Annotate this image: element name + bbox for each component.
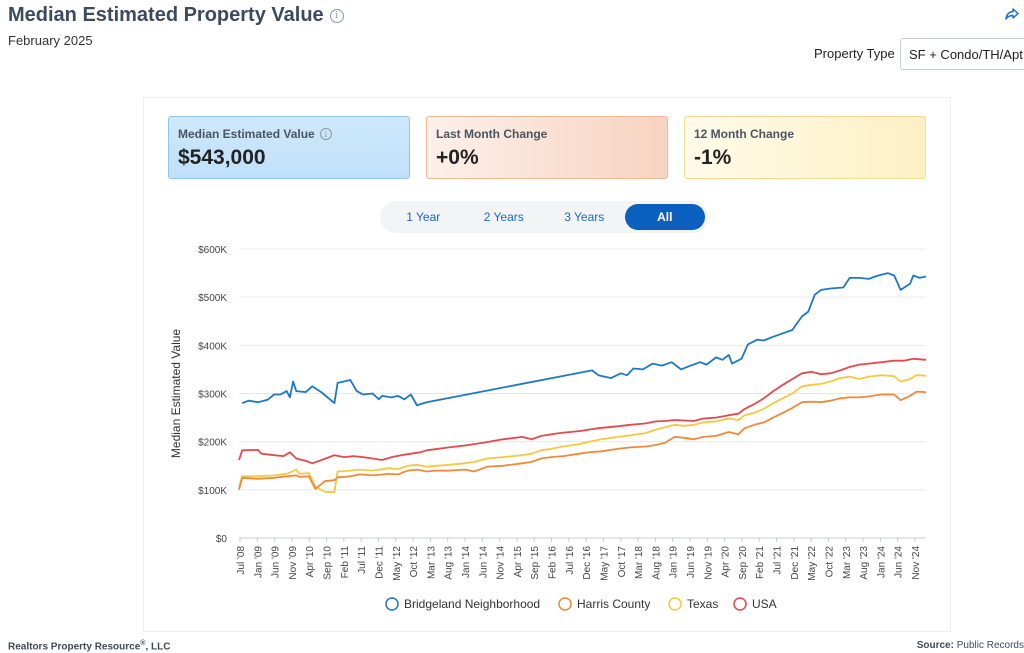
median-value-label-row: Median Estimated Value i [178,127,400,141]
x-tick-label: Oct '22 [824,546,835,578]
median-info-icon[interactable]: i [319,128,332,140]
median-value-card: Median Estimated Value i $543,000 [168,116,410,179]
legend-label: Texas [687,597,718,611]
x-tick-label: Jan '09 [253,546,264,578]
registered-mark: ® [140,640,146,647]
x-tick-label: Mar '23 [842,546,853,579]
y-tick-label: $100K [198,486,227,497]
x-tick-label: Nov '24 [911,546,922,580]
legend-marker [733,597,747,611]
x-tick-label: Dec '21 [790,546,801,580]
x-tick-label: Nov '14 [496,546,507,580]
legend-label: Bridgeland Neighborhood [404,597,540,611]
tab-1-year[interactable]: 1 Year [406,210,441,224]
tab-2-years[interactable]: 2 Years [483,210,524,224]
x-tick-label: Sep '20 [738,546,749,580]
legend-marker [385,597,399,611]
median-value-label: Median Estimated Value [178,127,315,141]
y-tick-label: $500K [198,293,227,304]
legend-label: Harris County [577,597,650,611]
x-tick-label: Dec '11 [374,546,385,579]
x-tick-label: Jan '14 [461,546,472,578]
median-value: $543,000 [178,146,266,169]
share-icon[interactable] [1004,6,1020,22]
tab-all[interactable]: All [624,204,705,230]
series-line-usa [238,357,927,465]
x-tick-label: Feb '11 [340,546,351,579]
line-chart: $0 $100K $200K $300K $400K $500K $600K Median E… [169,245,927,611]
x-tick-label: Jul '08 [236,546,247,575]
x-tick-label: Feb '21 [755,546,766,579]
y-tick-label: $600K [198,245,227,256]
footer-left-text: Realtors Property Resource [8,641,141,653]
x-tick-label: Aug '18 [651,546,662,580]
footer-left-suffix: , LLC [145,641,171,653]
tab-3-years[interactable]: 3 Years [564,210,605,224]
twelve-month-change-label: 12 Month Change [694,127,795,141]
page-title-text: Median Estimated Property Value [8,4,324,26]
x-tick-label: May '22 [807,546,818,581]
y-tick-label: $300K [198,390,227,401]
x-tick-label: Jul '21 [773,546,784,575]
legend-label: USA [752,597,777,611]
x-tick-label: Mar '18 [634,546,645,579]
series-line-bridgeland-neighborhood [241,272,927,407]
x-tick-label: May '12 [392,546,403,581]
footer-source: Source: Public Records [917,640,1024,651]
x-tick-label: Jun '09 [271,546,282,578]
footer-attribution: Realtors Property Resource®, LLC [8,640,170,652]
x-tick-label: Apr '15 [513,546,524,578]
x-tick-label: May '17 [599,546,610,581]
x-tick-label: Jun '14 [478,546,489,578]
x-tick-label: Jul '16 [565,546,576,575]
x-tick-label: Sep '15 [530,546,541,580]
legend-marker [668,597,682,611]
page-title: Median Estimated Property Value i [8,4,344,27]
x-tick-label: Jan '19 [669,546,680,578]
x-tick-label: Feb '16 [548,546,559,579]
x-tick-label: Dec '16 [582,546,593,580]
y-axis-title: Median Estimated Value [169,329,183,459]
x-tick-label: Jun '24 [894,546,905,578]
last-month-change-card: Last Month Change +0% [426,116,668,179]
series-line-texas [238,374,927,494]
x-tick-label: Sep '10 [323,546,334,580]
property-type-label: Property Type [814,46,895,61]
y-tick-label: $200K [198,438,227,449]
twelve-month-change-value: -1% [694,146,732,169]
x-tick-label: Oct '17 [617,546,628,578]
last-month-change-value: +0% [436,146,479,169]
footer-source-value: Public Records [956,640,1024,651]
chart-card: Median Estimated Value i $543,000 Last M… [143,97,951,632]
y-tick-label: $400K [198,341,227,352]
series-line-harris-county [238,390,927,491]
x-tick-label: Jul '11 [357,546,368,574]
x-tick-label: Oct '12 [409,546,420,578]
last-month-change-label: Last Month Change [436,127,548,141]
x-tick-label: Jun '19 [686,546,697,578]
twelve-month-change-card: 12 Month Change -1% [684,116,926,179]
x-tick-label: Apr '20 [721,546,732,578]
property-type-select[interactable]: SF + Condo/TH/Apt [900,38,1024,70]
x-tick-label: Aug '13 [444,546,455,580]
x-tick-label: Jan '24 [876,546,887,578]
x-tick-label: Aug '23 [859,546,870,580]
y-tick-label: $0 [216,534,228,545]
page-subtitle: February 2025 [8,33,93,48]
x-tick-label: Nov '09 [288,546,299,580]
x-tick-label: Mar '13 [426,546,437,579]
legend-marker [558,597,572,611]
time-range-tabs: 1 Year 2 Years 3 Years All [380,201,708,233]
x-tick-label: Apr '10 [305,546,316,578]
info-icon[interactable]: i [329,8,344,23]
footer-source-label: Source: [916,640,954,651]
x-tick-label: Nov '19 [703,546,714,580]
